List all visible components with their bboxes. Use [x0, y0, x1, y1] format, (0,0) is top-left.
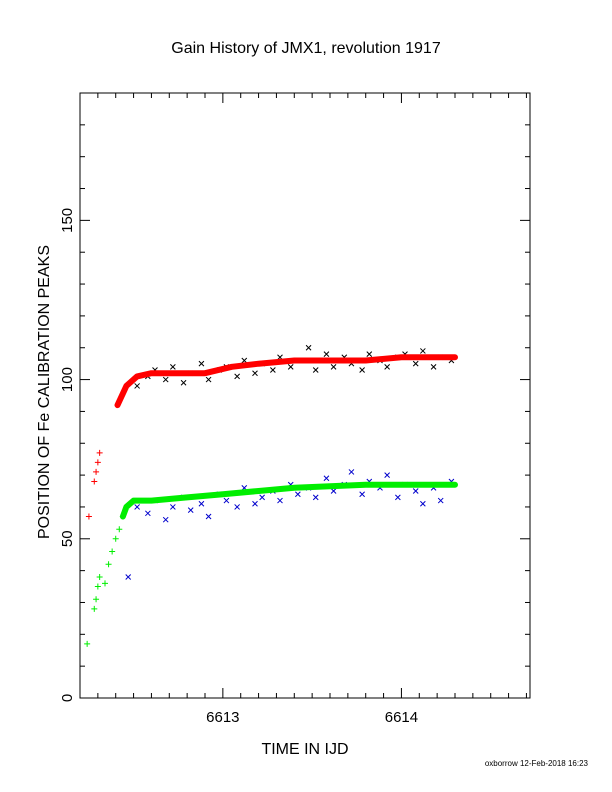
data-point: [234, 373, 240, 380]
series-3: [84, 513, 126, 647]
data-point: [323, 351, 330, 357]
data-point: [187, 507, 194, 513]
data-point: [94, 583, 101, 590]
data-point: [162, 516, 169, 523]
data-point: [366, 351, 373, 357]
data-point: [259, 494, 265, 501]
data-point: [93, 468, 100, 475]
data-point: [420, 348, 426, 354]
data-point: [93, 596, 100, 603]
footer-credit: oxborrow 12-Feb-2018 16:23: [485, 759, 589, 768]
fit-curve: [114, 354, 458, 409]
data-point: [359, 491, 365, 498]
data-point: [134, 383, 140, 389]
data-point: [84, 640, 91, 647]
data-point: [330, 488, 337, 494]
y-tick-label: 100: [59, 367, 76, 392]
data-point: [437, 497, 444, 504]
x-axis-label: TIME IN IJD: [261, 741, 348, 758]
fit-curve: [119, 481, 458, 520]
chart-title: Gain History of JMX1, revolution 1917: [171, 40, 441, 57]
data-point: [430, 363, 437, 370]
data-point: [112, 535, 119, 542]
data-point: [96, 574, 103, 580]
data-point: [359, 367, 365, 373]
data-point: [109, 548, 116, 555]
series-4: [114, 354, 458, 409]
data-point: [295, 491, 301, 498]
data-point: [241, 357, 248, 364]
data-point: [287, 363, 294, 370]
data-point: [312, 367, 319, 373]
data-point: [91, 478, 98, 485]
y-axis-label: POSITION OF Fe CALIBRATION PEAKS: [36, 245, 53, 539]
data-point: [85, 513, 92, 520]
data-point: [234, 504, 240, 510]
data-point: [312, 494, 319, 501]
data-point: [384, 472, 390, 478]
data-point: [420, 500, 426, 507]
data-point: [145, 510, 151, 517]
data-point: [162, 376, 169, 383]
data-point: [270, 367, 276, 373]
data-point: [198, 360, 205, 367]
data-point: [198, 500, 205, 507]
y-tick-label: 150: [59, 208, 76, 233]
x-tick-label: 6613: [206, 709, 239, 726]
data-point: [180, 379, 187, 386]
data-point: [305, 344, 312, 351]
data-point: [330, 363, 337, 370]
series-0: [134, 344, 455, 389]
series-2: [85, 449, 103, 520]
data-point: [134, 504, 140, 510]
y-tick-label: 50: [59, 530, 76, 547]
data-point: [105, 561, 112, 568]
series-5: [119, 481, 458, 520]
axis-ticks: 0 50 100 150 6613 6614: [59, 92, 530, 726]
data-point: [412, 360, 419, 367]
data-point: [91, 605, 98, 612]
data-point: [170, 363, 176, 370]
plot-frame: [79, 92, 531, 699]
series-layer: [84, 344, 458, 647]
data-point: [395, 494, 401, 501]
data-point: [94, 459, 101, 466]
data-point: [125, 574, 132, 580]
data-point: [412, 488, 419, 494]
data-point: [205, 376, 212, 383]
data-point: [102, 580, 108, 587]
data-point: [116, 526, 123, 533]
data-point: [323, 475, 330, 482]
data-point: [170, 504, 176, 510]
x-tick-label: 6614: [385, 709, 418, 726]
y-tick-label: 0: [59, 694, 76, 702]
data-point: [384, 363, 390, 370]
data-point: [252, 500, 258, 507]
data-point: [96, 449, 103, 456]
data-point: [205, 513, 212, 520]
data-point: [223, 497, 230, 504]
data-point: [348, 469, 355, 475]
data-point: [277, 497, 283, 504]
data-point: [252, 370, 258, 377]
